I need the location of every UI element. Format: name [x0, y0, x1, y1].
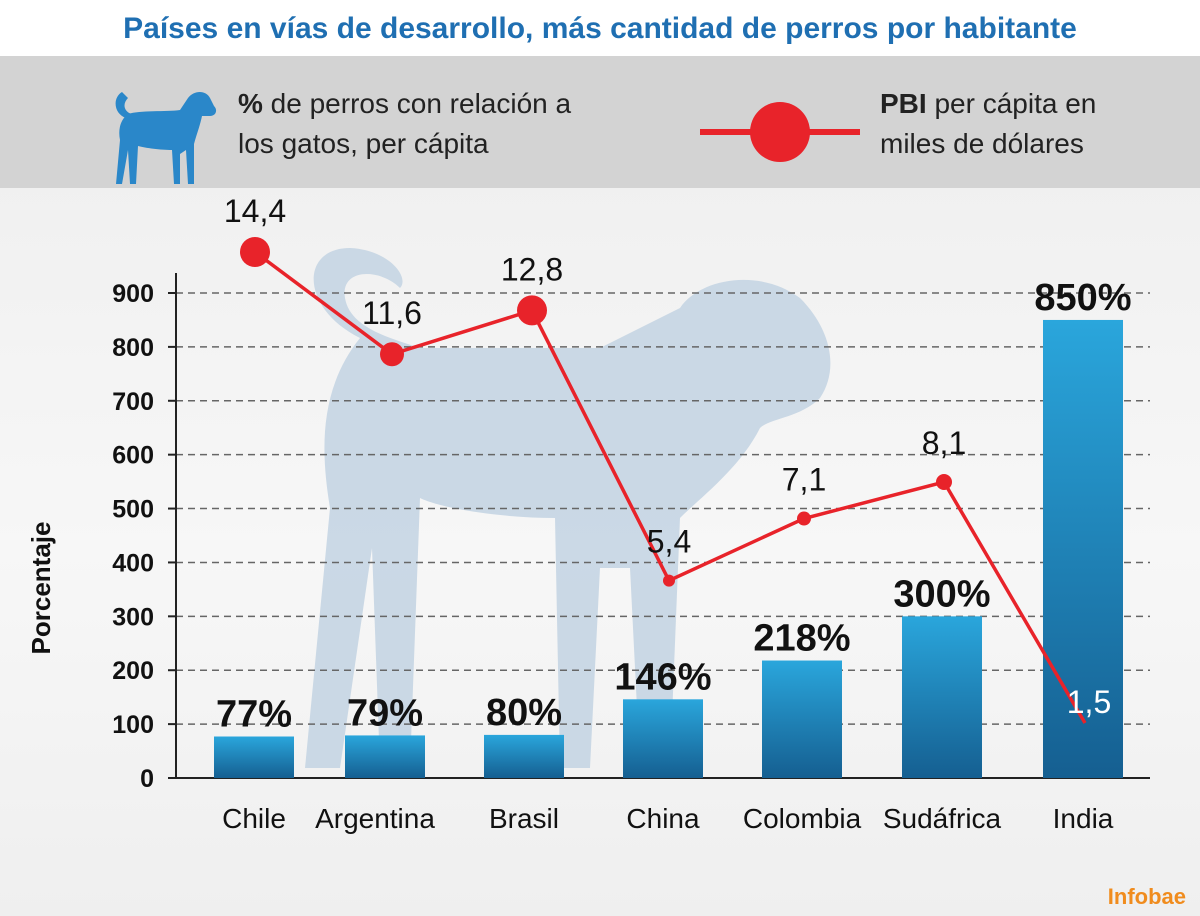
gdp-point	[517, 295, 547, 326]
y-axis: 0 100 200 300 400 500 600 700 800 900	[112, 273, 1150, 793]
bar	[484, 734, 564, 778]
y-tick-label: 100	[112, 711, 154, 739]
bar	[902, 616, 982, 778]
dog-silhouette-icon	[305, 248, 831, 768]
x-tick-label: China	[626, 803, 700, 834]
gdp-value-label: 8,1	[922, 425, 966, 461]
legend-gdp-line1: per cápita en	[926, 88, 1097, 119]
bar	[345, 735, 425, 778]
bars	[214, 319, 1123, 778]
y-tick-label: 900	[112, 280, 154, 308]
gdp-value-label: 5,4	[647, 524, 691, 560]
y-tick-label: 500	[112, 496, 154, 524]
gdp-value-label: 1,5	[1067, 684, 1111, 720]
legend: % de perros con relación a los gatos, pe…	[0, 56, 1200, 188]
bar-value-label: 300%	[893, 573, 990, 615]
bar-value-label: 79%	[347, 692, 423, 734]
x-tick-label: Chile	[222, 803, 286, 834]
y-axis-label: Porcentaje	[26, 522, 56, 655]
y-tick-label: 0	[140, 765, 154, 793]
legend-dogs-line2: los gatos, per cápita	[238, 128, 489, 159]
page-title: Países en vías de desarrollo, más cantid…	[0, 0, 1200, 56]
x-tick-label: India	[1053, 803, 1114, 834]
y-tick-label: 400	[112, 549, 154, 577]
y-tick-label: 600	[112, 442, 154, 470]
y-tick-label: 700	[112, 388, 154, 416]
legend-dogs-bold: %	[238, 88, 263, 119]
dog-icon	[115, 92, 217, 184]
y-tick-label: 300	[112, 603, 154, 631]
x-tick-label: Brasil	[489, 803, 559, 834]
gdp-point	[380, 342, 404, 367]
legend-dogs-line1: de perros con relación a	[262, 88, 572, 119]
gdp-line: 14,4 11,6 12,8 5,4 7,1 8,1 1,5	[224, 193, 1111, 724]
red-line-marker-icon	[700, 102, 860, 162]
bar-value-label: 77%	[216, 694, 292, 736]
x-tick-label: Argentina	[315, 803, 435, 834]
legend-gdp-line2: miles de dólares	[880, 128, 1084, 159]
gdp-value-label: 7,1	[782, 462, 826, 498]
bar	[214, 736, 294, 778]
y-tick-label: 200	[112, 657, 154, 685]
legend-gdp-label: PBI per cápita en miles de dólares	[880, 84, 1096, 164]
legend-dogs-label: % de perros con relación a los gatos, pe…	[238, 84, 571, 164]
bar-value-label: 80%	[486, 692, 562, 734]
bar	[762, 660, 842, 778]
bar-value-label: 218%	[753, 618, 850, 660]
bar-labels: 77% 79% 80% 146% 218% 300% 850%	[216, 277, 1132, 736]
gdp-point	[797, 511, 811, 526]
gdp-point	[663, 574, 675, 587]
brand-logo: Infobae	[1107, 884, 1186, 909]
y-tick-label: 800	[112, 334, 154, 362]
x-axis-labels: Chile Argentina Brasil China Colombia Sudáfri…	[222, 803, 1114, 834]
x-tick-label: Sudáfrica	[883, 803, 1002, 834]
gdp-point	[936, 474, 952, 491]
bar-value-label: 146%	[614, 656, 711, 698]
gdp-value-label: 11,6	[362, 295, 422, 331]
x-tick-label: Colombia	[743, 803, 862, 834]
gdp-value-label: 12,8	[501, 251, 563, 287]
gdp-value-label: 14,4	[224, 193, 286, 229]
legend-gdp-bold: PBI	[880, 88, 927, 119]
bar	[623, 699, 703, 778]
gdp-point	[240, 237, 270, 267]
bar-value-label: 850%	[1034, 277, 1131, 319]
bar	[1043, 319, 1123, 778]
